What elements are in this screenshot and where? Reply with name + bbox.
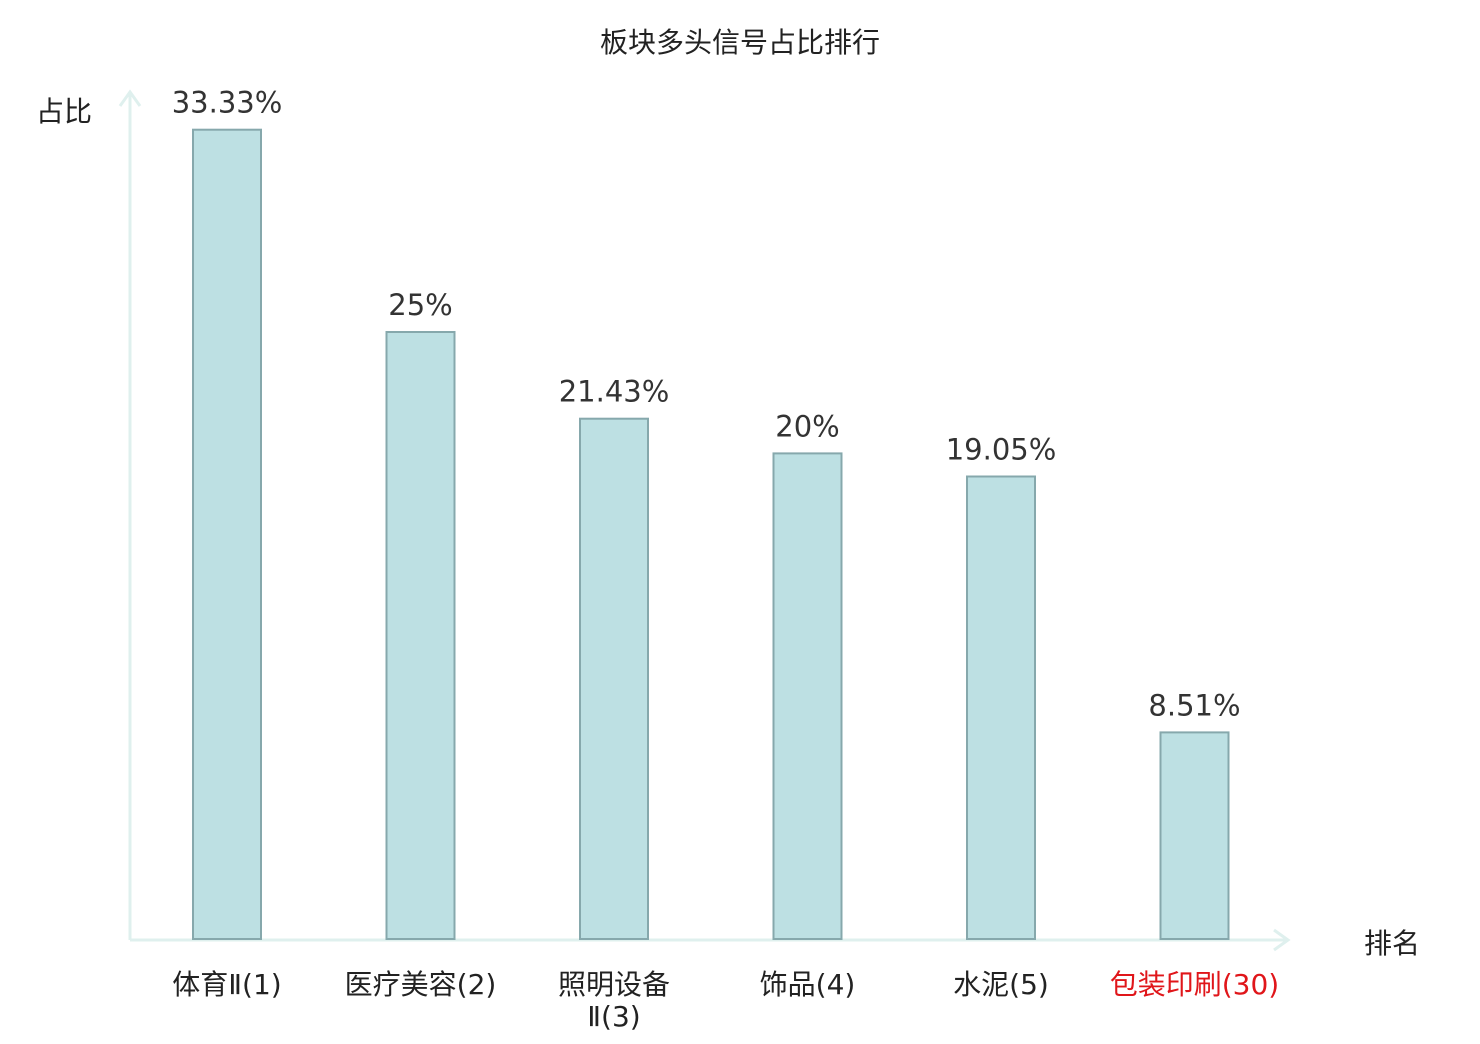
category-label-2: 医疗美容(2) bbox=[345, 968, 497, 1001]
x-axis-label: 排名 bbox=[1364, 927, 1420, 960]
category-label-line: 水泥(5) bbox=[953, 968, 1049, 1001]
bars-group bbox=[192, 128, 1230, 941]
value-label-4: 20% bbox=[775, 409, 839, 443]
bar-4 bbox=[772, 452, 843, 940]
category-label-1: 体育Ⅱ(1) bbox=[172, 968, 281, 1001]
bar-5 bbox=[966, 475, 1036, 940]
value-label-3: 21.43% bbox=[559, 375, 670, 409]
category-label-5: 水泥(5) bbox=[953, 968, 1049, 1001]
value-label-2: 25% bbox=[388, 288, 452, 322]
bar-1 bbox=[192, 128, 262, 940]
bar-6 bbox=[1159, 731, 1230, 941]
x-axis-arrow bbox=[1273, 928, 1291, 952]
y-axis-label: 占比 bbox=[36, 95, 92, 128]
value-label-1: 33.33% bbox=[172, 86, 283, 120]
category-label-line: 医疗美容(2) bbox=[345, 968, 497, 1001]
y-axis-arrow bbox=[118, 89, 142, 107]
category-label-line: 饰品(4) bbox=[760, 968, 856, 1001]
axes bbox=[118, 89, 1291, 952]
value-label-6: 8.51% bbox=[1148, 688, 1240, 722]
value-labels-group: 33.33% 25% 21.43% 20% 19.05% 8.51% bbox=[172, 86, 1241, 723]
category-labels-group: 体育Ⅱ(1) 医疗美容(2) 照明设备 Ⅱ(3) 饰品(4) 水泥(5) 包装印刷(30) bbox=[172, 968, 1279, 1033]
category-label-line: 体育Ⅱ(1) bbox=[172, 968, 281, 1001]
category-label-line: 包装印刷(30) bbox=[1110, 968, 1279, 1001]
value-label-5: 19.05% bbox=[946, 433, 1057, 467]
category-label-4: 饰品(4) bbox=[760, 968, 856, 1001]
bar-2 bbox=[385, 331, 456, 940]
chart-title: 板块多头信号占比排行 bbox=[600, 26, 880, 59]
category-label-6: 包装印刷(30) bbox=[1110, 968, 1279, 1001]
category-label-line: Ⅱ(3) bbox=[587, 1000, 640, 1033]
category-label-3: 照明设备 Ⅱ(3) bbox=[558, 968, 670, 1033]
category-label-line: 照明设备 bbox=[558, 968, 670, 1001]
bar-3 bbox=[579, 417, 649, 940]
